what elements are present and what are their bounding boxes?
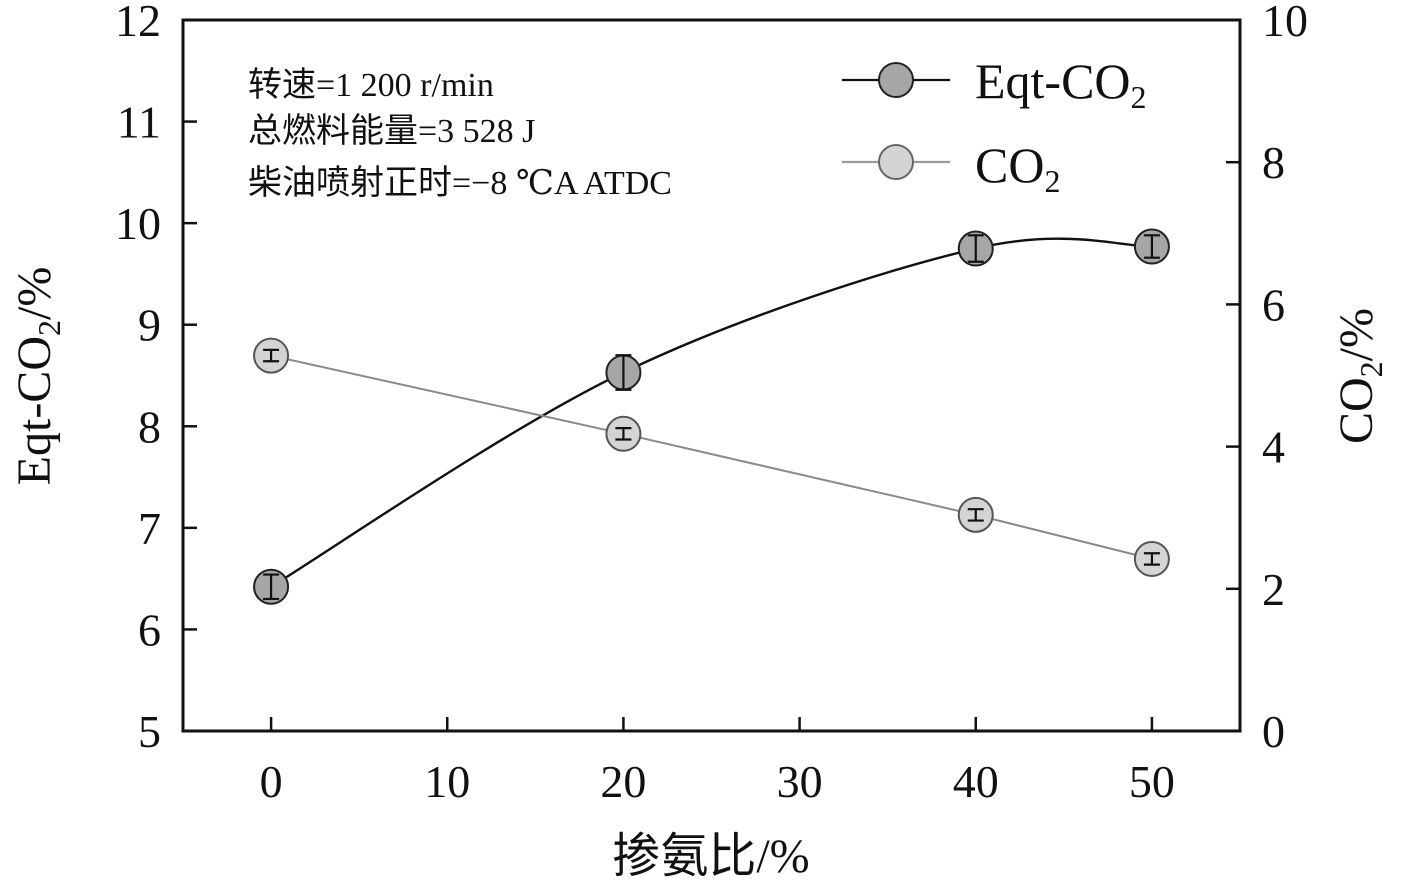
annotation-speed: 转速=1 200 r/min	[248, 66, 494, 104]
co2-line	[270, 354, 1153, 560]
legend-label-co2: CO2	[975, 137, 1060, 199]
x-tick-label: 40	[953, 756, 999, 807]
eqt-co2-line	[270, 237, 1152, 588]
legend-label-eqt-co2-sub: 2	[1131, 79, 1147, 115]
y-left-title-suffix: /%	[8, 267, 61, 320]
y-left-tick-label: 5	[138, 706, 161, 757]
legend-item-co2: CO2	[842, 137, 1060, 199]
annotation-block: 转速=1 200 r/min 总燃料能量=3 528 J 柴油喷射正时=−8 ℃…	[248, 66, 672, 202]
x-tick-label: 50	[1129, 756, 1175, 807]
series-co2	[253, 337, 1170, 577]
legend-label-eqt-co2-main: Eqt-CO	[975, 53, 1131, 109]
y-left-title-sub: 2	[31, 320, 67, 336]
y-left-tick-label: 9	[138, 300, 161, 351]
y-right-axis-ticks: 0 2 4 6 8 10	[1226, 0, 1308, 757]
legend-marker-eqt-co2	[878, 62, 914, 98]
y-left-tick-label: 6	[138, 604, 161, 655]
y-left-tick-label: 7	[138, 503, 161, 554]
y-left-tick-label: 8	[138, 401, 161, 452]
plot-frame	[181, 18, 1242, 733]
annotation-injection-timing: 柴油喷射正时=−8 ℃A ATDC	[248, 164, 672, 202]
y-left-tick-label: 11	[117, 97, 161, 148]
y-left-tick-label: 12	[115, 0, 161, 46]
annotation-fuel-energy: 总燃料能量=3 528 J	[248, 112, 535, 150]
series-eqt-co2	[253, 228, 1170, 605]
legend-label-eqt-co2: Eqt-CO2	[975, 53, 1147, 115]
y-right-axis-title: CO2/%	[1330, 308, 1389, 444]
legend-marker-co2	[878, 144, 914, 180]
legend: Eqt-CO2 CO2	[842, 53, 1147, 199]
y-left-axis-title: Eqt-CO2/%	[8, 267, 67, 486]
y-right-title-suffix: /%	[1330, 308, 1383, 361]
y-right-tick-label: 4	[1262, 422, 1285, 473]
x-axis-title: 掺氨比/%	[612, 830, 809, 882]
x-tick-label: 30	[777, 756, 823, 807]
legend-label-co2-sub: 2	[1044, 163, 1060, 199]
y-left-axis-ticks: 5 6 7 8 9 10 11 12	[115, 0, 197, 757]
x-axis-ticks: 0 10 20 30 40 50	[260, 717, 1175, 807]
legend-item-eqt-co2: Eqt-CO2	[842, 53, 1147, 115]
y-right-tick-label: 2	[1262, 564, 1285, 615]
y-left-tick-label: 10	[115, 198, 161, 249]
y-right-title-sub: 2	[1353, 361, 1389, 377]
y-right-tick-label: 6	[1262, 279, 1285, 330]
y-right-tick-label: 10	[1262, 0, 1308, 46]
y-right-tick-label: 8	[1262, 137, 1285, 188]
y-left-title-main: Eqt-CO	[8, 336, 61, 485]
x-tick-label: 10	[424, 756, 470, 807]
y-right-tick-label: 0	[1262, 706, 1285, 757]
x-tick-label: 20	[600, 756, 646, 807]
y-right-title-main: CO	[1330, 377, 1383, 444]
legend-label-co2-main: CO	[975, 137, 1044, 193]
x-tick-label: 0	[260, 756, 283, 807]
